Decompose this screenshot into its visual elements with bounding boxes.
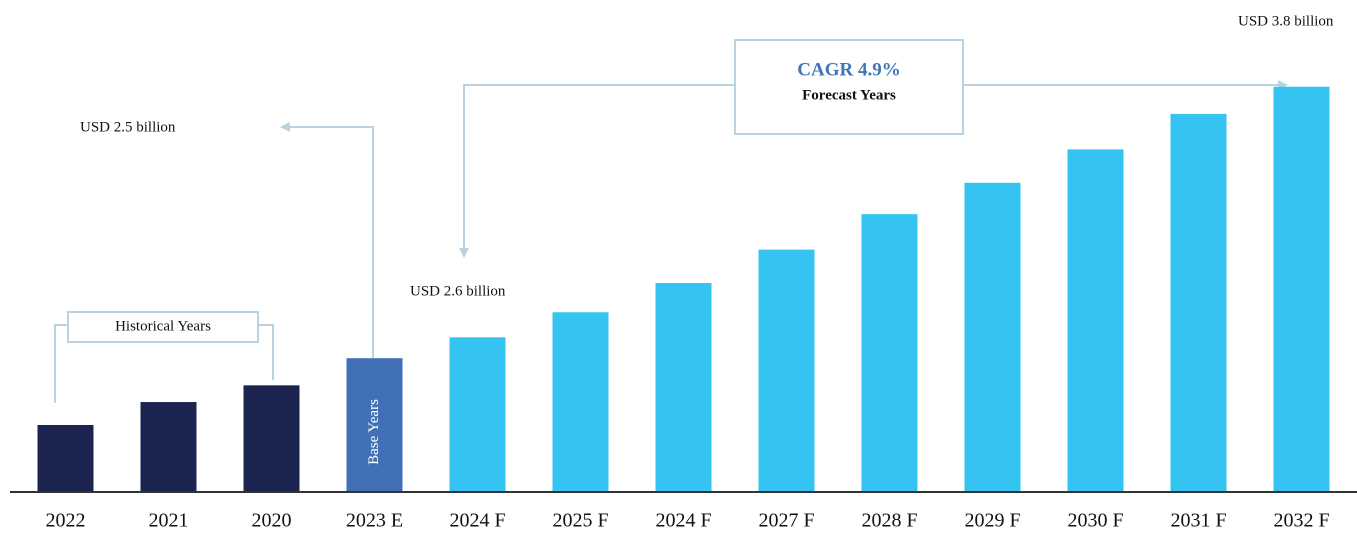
bar [1170, 113, 1227, 492]
connector [54, 324, 68, 403]
annotation-box [734, 39, 964, 135]
x-tick-label: 2021 [149, 510, 189, 532]
bar [758, 249, 815, 491]
annotation: Base Years [366, 399, 382, 465]
bar [964, 182, 1021, 491]
x-tick-label: 2022 [46, 510, 86, 532]
x-tick-label: 2020 [252, 510, 292, 532]
bar [37, 425, 94, 491]
value-label: USD 2.6 billion [410, 283, 506, 299]
bar [1067, 149, 1124, 491]
x-tick-label: 2025 F [552, 510, 608, 532]
x-tick-label: 2030 F [1067, 510, 1123, 532]
x-tick-label: 2027 F [758, 510, 814, 532]
bar [346, 358, 403, 491]
x-tick-label: 2032 F [1273, 510, 1329, 532]
x-tick-label: 2024 F [655, 510, 711, 532]
bar [552, 312, 609, 491]
x-tick-label: 2028 F [861, 510, 917, 532]
annotation: Historical Years [115, 318, 211, 334]
bar [243, 385, 300, 491]
value-label: USD 3.8 billion [1238, 13, 1334, 29]
bar [655, 283, 712, 491]
connector [459, 84, 736, 258]
bar [449, 337, 506, 491]
bar [140, 402, 197, 491]
bar [861, 214, 918, 491]
x-tick-label: 2031 F [1170, 510, 1226, 532]
bar [1273, 86, 1330, 491]
connector [258, 324, 274, 380]
value-label: USD 2.5 billion [80, 119, 176, 135]
annotation: Forecast Years [802, 87, 896, 103]
connector [280, 122, 374, 369]
x-tick-label: 2023 E [346, 510, 403, 532]
annotation-box [67, 311, 259, 343]
x-tick-label: 2029 F [964, 510, 1020, 532]
x-tick-label: 2024 F [449, 510, 505, 532]
annotation: CAGR 4.9% [797, 59, 900, 80]
